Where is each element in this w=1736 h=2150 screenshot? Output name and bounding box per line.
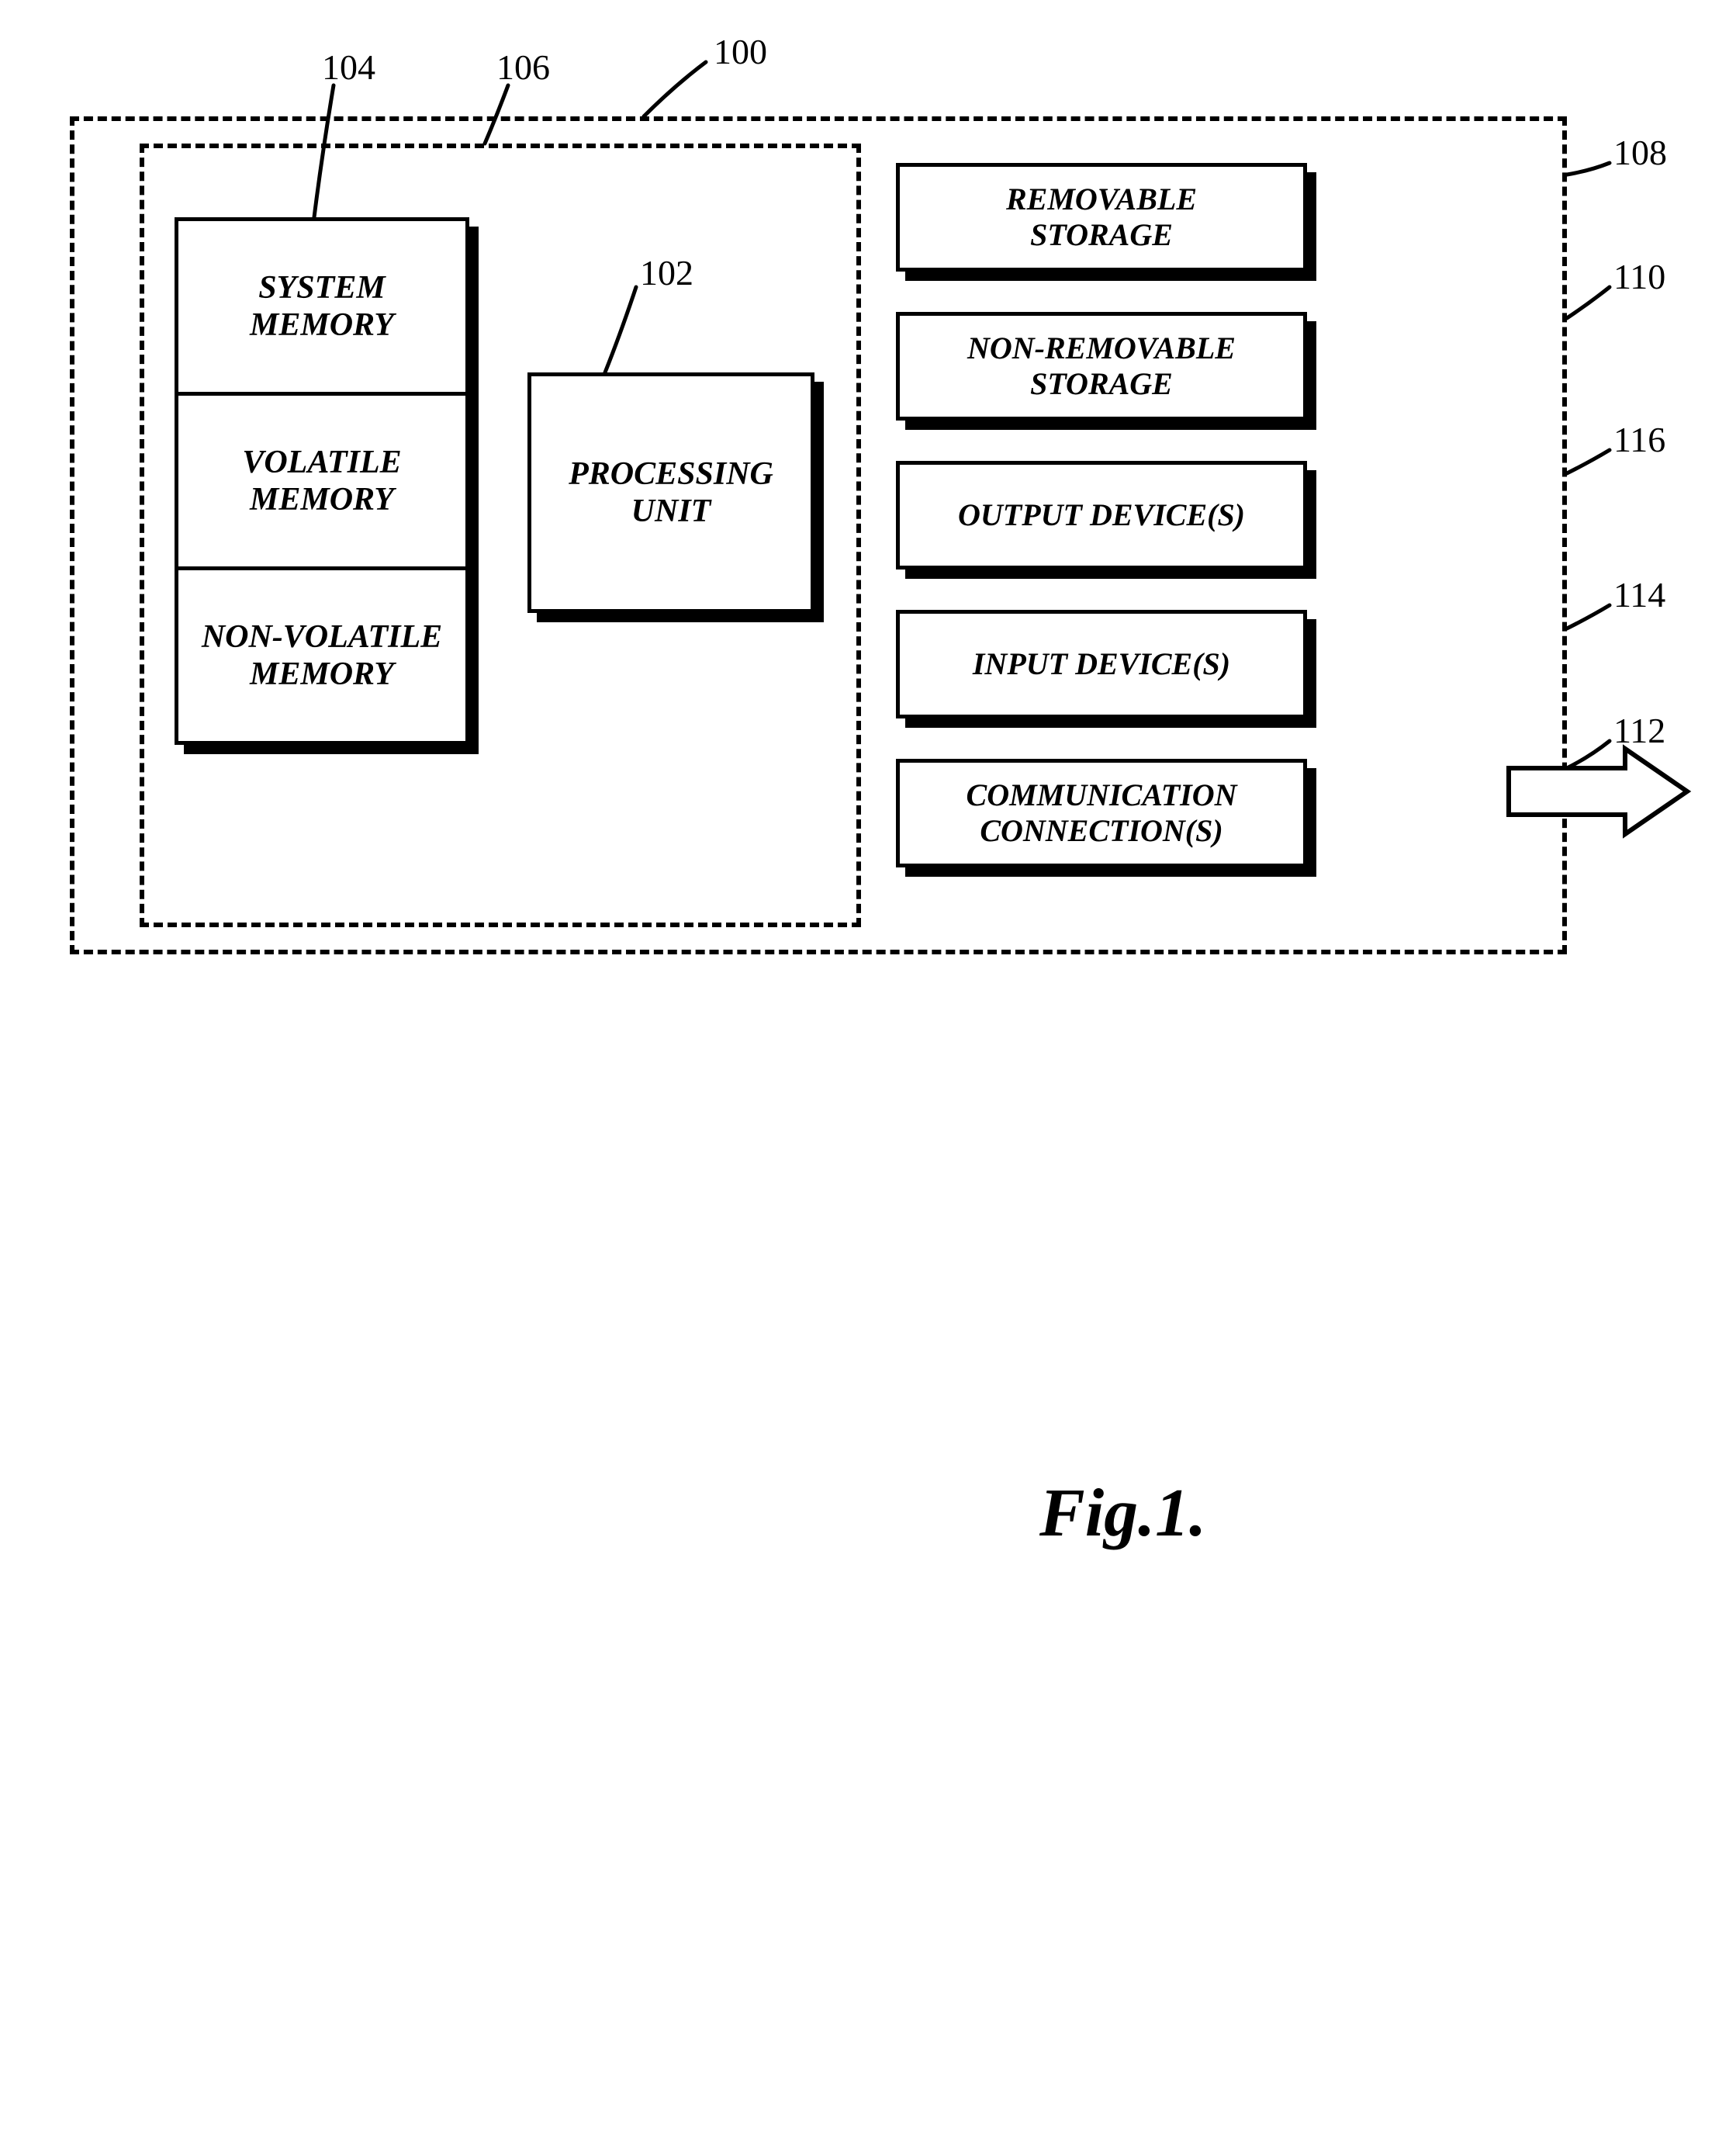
ref-116: 116 xyxy=(1613,419,1665,460)
output-devices-label: OUTPUT DEVICE(S) xyxy=(958,497,1245,533)
ref-108: 108 xyxy=(1613,132,1667,173)
nonvolatile-memory-label: NON-VOLATILEMEMORY xyxy=(202,618,442,694)
ref-104: 104 xyxy=(322,47,375,88)
memory-stack: SYSTEMMEMORY VOLATILEMEMORY NON-VOLATILE… xyxy=(175,217,469,745)
ref-102: 102 xyxy=(640,252,693,293)
comm-connections-label: COMMUNICATIONCONNECTION(S) xyxy=(967,777,1237,849)
diagram-canvas: SYSTEMMEMORY VOLATILEMEMORY NON-VOLATILE… xyxy=(0,0,1736,2150)
ref-110: 110 xyxy=(1613,256,1665,297)
removable-storage-label: REMOVABLESTORAGE xyxy=(1006,182,1197,253)
input-devices-box: INPUT DEVICE(S) xyxy=(896,610,1307,718)
ref-114: 114 xyxy=(1613,574,1665,615)
system-memory-cell: SYSTEMMEMORY xyxy=(175,217,469,396)
ref-112: 112 xyxy=(1613,710,1665,751)
figure-label: Fig.1. xyxy=(1039,1474,1206,1553)
processing-unit-label: PROCESSINGUNIT xyxy=(569,455,773,531)
ref-100: 100 xyxy=(714,31,767,72)
nonremovable-storage-label: NON-REMOVABLESTORAGE xyxy=(967,331,1236,402)
nonremovable-storage-box: NON-REMOVABLESTORAGE xyxy=(896,312,1307,421)
nonvolatile-memory-cell: NON-VOLATILEMEMORY xyxy=(175,566,469,745)
volatile-memory-label: VOLATILEMEMORY xyxy=(242,444,401,519)
input-devices-label: INPUT DEVICE(S) xyxy=(973,646,1230,682)
removable-storage-box: REMOVABLESTORAGE xyxy=(896,163,1307,272)
comm-connections-box: COMMUNICATIONCONNECTION(S) xyxy=(896,759,1307,867)
processing-unit-box: PROCESSINGUNIT xyxy=(527,372,814,613)
volatile-memory-cell: VOLATILEMEMORY xyxy=(175,392,469,570)
system-memory-label: SYSTEMMEMORY xyxy=(250,269,394,344)
output-devices-box: OUTPUT DEVICE(S) xyxy=(896,461,1307,570)
ref-106: 106 xyxy=(496,47,550,88)
